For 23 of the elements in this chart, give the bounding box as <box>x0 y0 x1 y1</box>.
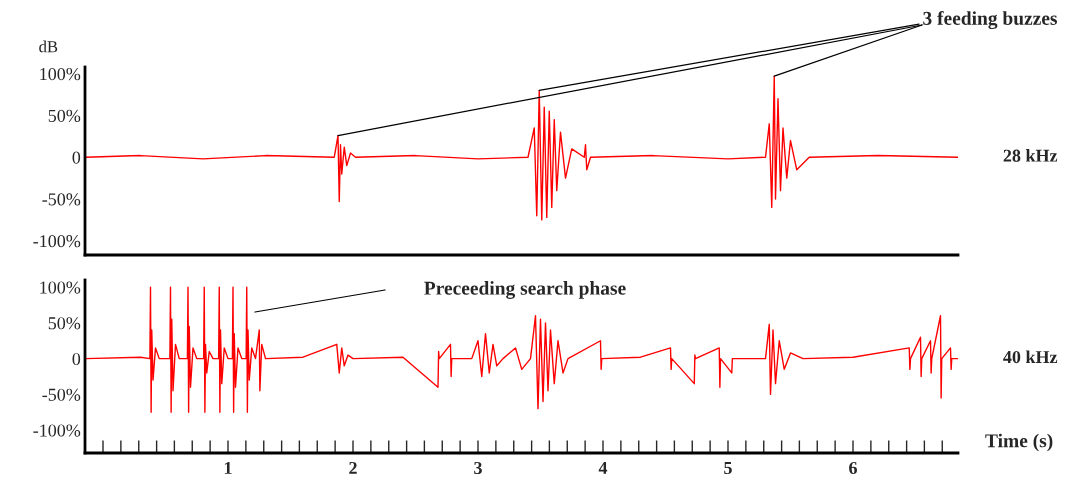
x-tick-label: 5 <box>724 462 732 475</box>
line-series <box>85 75 958 221</box>
x-axis-title: Time (s) <box>985 433 1053 452</box>
x-tick-label: 3 <box>474 461 482 475</box>
y-tick-label: 0 <box>72 352 81 366</box>
text: 28 kHz <box>1003 149 1058 162</box>
y-tick-label: 100% <box>40 281 81 294</box>
y-tick-label: 100% <box>40 67 81 81</box>
x-tick-label: 1 <box>224 461 232 474</box>
y-tick-label: -100% <box>33 235 81 248</box>
x-tick-label: 2 <box>349 461 357 474</box>
y-tick-label: -50% <box>42 193 81 206</box>
y-tick-label: 50% <box>48 317 81 330</box>
y-tick-label: 50% <box>48 109 81 122</box>
y-tick-label: -100% <box>33 424 81 437</box>
text: 40 kHz <box>1003 350 1058 364</box>
annotation: Preceeding search phase <box>424 281 626 299</box>
y-tick-label: -50% <box>42 388 81 401</box>
x-tick-label: 6 <box>849 461 857 475</box>
y-axis-title: dB <box>39 40 58 53</box>
y-tick-label: 0 <box>72 151 81 164</box>
annotation: 3 feeding buzzes <box>923 11 1058 29</box>
x-tick-label: 4 <box>598 461 608 474</box>
